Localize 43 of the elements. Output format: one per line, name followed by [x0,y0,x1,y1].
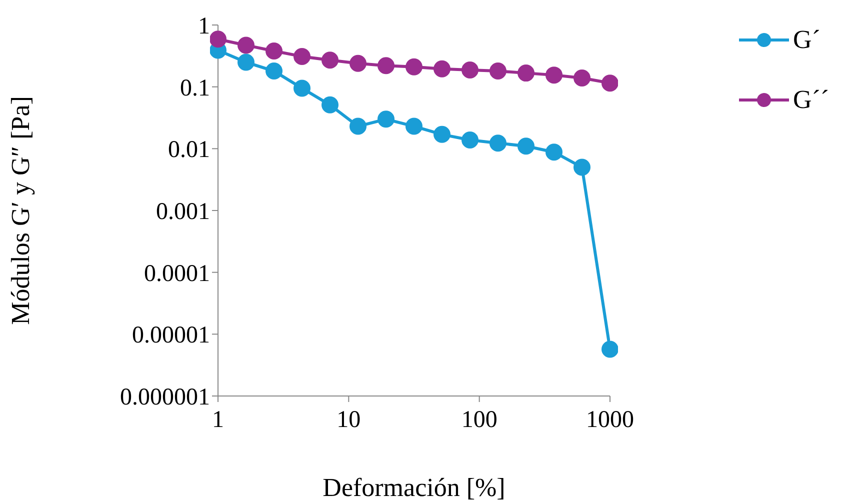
point [518,138,535,155]
point [294,80,310,97]
point [489,134,506,152]
point [602,74,618,92]
y-tick-label: 0.0001 [144,260,210,287]
point [602,340,618,358]
legend-label: G´ [793,25,820,55]
point [266,62,283,80]
point [573,69,590,86]
point [573,158,590,176]
y-tick-label: 0.000001 [120,384,210,411]
x-axis-title: Deformación [%] [322,473,506,502]
point [378,57,395,74]
point [322,52,338,69]
point [238,54,255,71]
point [461,62,478,79]
point [489,62,506,80]
point [210,30,226,48]
point [238,36,255,54]
point [546,144,563,161]
point [294,48,310,65]
point [433,60,450,78]
point [378,110,395,128]
point [433,126,450,143]
y-tick-label: 1 [198,14,210,40]
point [546,66,563,84]
point [350,118,367,135]
y-tick-label: 0.1 [180,75,210,102]
legend-label: G´´ [793,85,830,115]
point [405,118,422,135]
point [461,132,478,149]
point [266,42,283,60]
y-tick-label: 0.001 [156,199,210,226]
y-tick-label: 0.00001 [132,322,210,349]
point [322,96,338,114]
y-axis-title: Módulos G′ y G″ [Pa] [6,96,36,325]
x-tick-label: 100 [461,407,498,434]
y-tick-label: 0.01 [168,137,210,164]
point [350,54,367,72]
point [518,64,535,82]
point [405,58,422,76]
x-tick-label: 10 [336,407,361,434]
x-tick-label: 1000 [586,407,634,434]
